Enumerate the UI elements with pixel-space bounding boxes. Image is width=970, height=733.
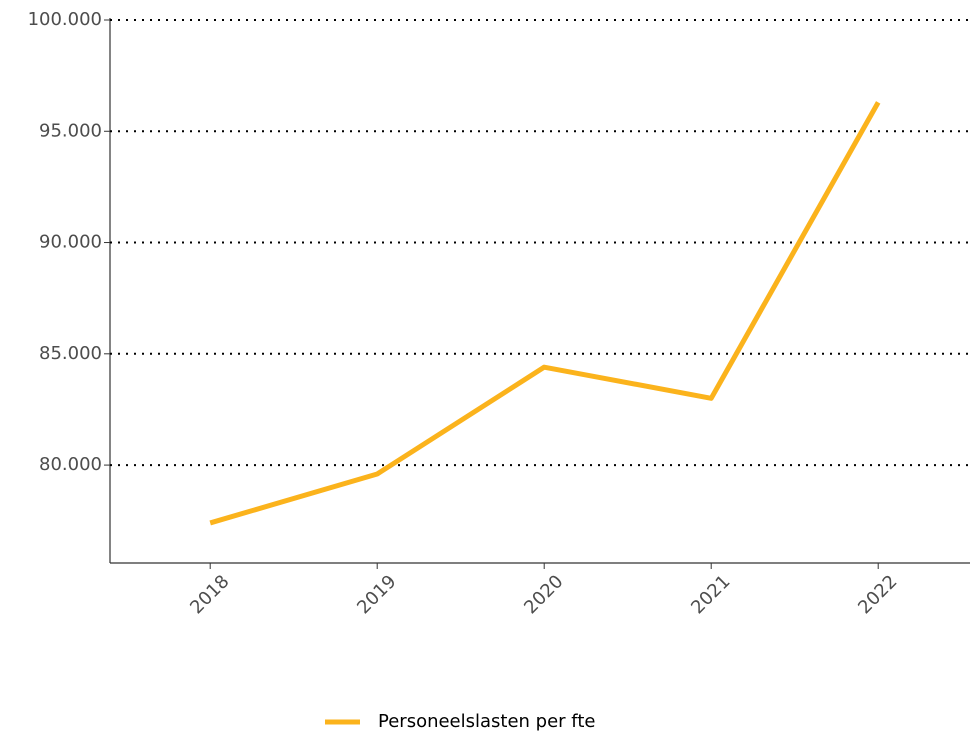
x-tick-label: 2018 [186,571,233,618]
line [209,101,881,526]
y-tick-label: 100.000 [28,9,102,30]
x-tick-label: 2022 [854,571,901,618]
x-tick-label: 2021 [687,571,734,618]
y-tick-label: 80.000 [39,454,102,475]
y-tick-label: 85.000 [39,343,102,364]
y-tick-label: 95.000 [39,120,102,141]
legend-label: Personeelslasten per fte [378,711,595,732]
x-tick-label: 2019 [353,571,400,618]
x-tick-label: 2020 [520,571,567,618]
y-tick-label: 90.000 [39,232,102,253]
